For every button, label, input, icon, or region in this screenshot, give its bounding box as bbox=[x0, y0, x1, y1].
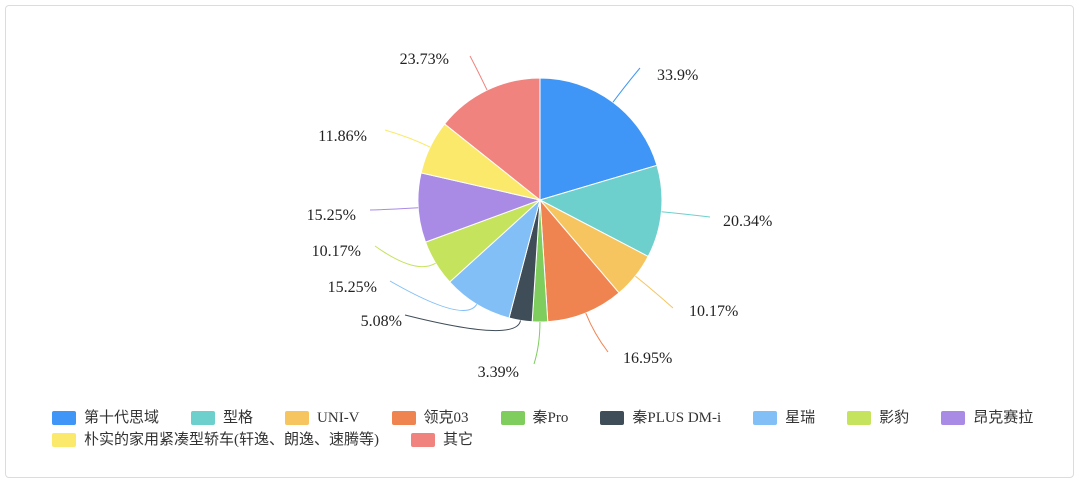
legend-item-8[interactable]: 影豹 bbox=[847, 409, 909, 427]
legend-item-6[interactable]: 秦PLUS DM-i bbox=[600, 409, 721, 427]
data-labels: 33.9% 20.34% 10.17% 16.95% 3.39% 5.08% 15.25% 1… bbox=[307, 51, 773, 381]
data-label-11: 23.73% bbox=[400, 51, 449, 68]
legend-swatch bbox=[847, 411, 872, 425]
data-label-3: 10.17% bbox=[689, 303, 738, 320]
pie-slice-11[interactable] bbox=[444, 77, 541, 201]
leader-lines bbox=[369, 55, 711, 365]
leader-line-5 bbox=[533, 321, 541, 365]
data-label-7: 15.25% bbox=[328, 279, 377, 296]
leader-line-9 bbox=[369, 207, 419, 211]
legend-swatch bbox=[191, 411, 216, 425]
data-label-6: 5.08% bbox=[361, 313, 402, 330]
leader-line-8 bbox=[374, 245, 436, 268]
data-label-10: 11.86% bbox=[318, 128, 367, 145]
legend-label: 领克03 bbox=[423, 410, 469, 426]
legend-swatch bbox=[391, 411, 416, 425]
pie-chart: 33.9% 20.34% 10.17% 16.95% 3.39% 5.08% 15.25% 1… bbox=[307, 51, 773, 381]
legend-label: 其它 bbox=[443, 432, 474, 448]
data-label-1: 33.9% bbox=[657, 67, 698, 84]
pie-slices bbox=[417, 77, 663, 323]
data-label-5: 3.39% bbox=[478, 364, 519, 381]
legend-label: 影豹 bbox=[879, 410, 910, 426]
legend-swatch bbox=[285, 411, 310, 425]
legend-label: 型格 bbox=[223, 410, 254, 426]
data-label-8: 10.17% bbox=[312, 243, 361, 260]
leader-line-4 bbox=[585, 312, 609, 353]
legend-label: UNI-V bbox=[317, 410, 360, 426]
legend-label: 昂克赛拉 bbox=[973, 410, 1034, 426]
legend-swatch bbox=[753, 411, 778, 425]
legend-item-3[interactable]: UNI-V bbox=[285, 409, 360, 427]
legend-item-1[interactable]: 第十代思域 bbox=[52, 409, 159, 427]
data-label-9: 15.25% bbox=[307, 207, 356, 224]
leader-line-11 bbox=[469, 55, 488, 91]
legend-label: 朴实的家用紧凑型轿车(轩逸、朗逸、速腾等) bbox=[84, 432, 379, 448]
leader-line-1 bbox=[612, 67, 641, 103]
legend-label: 秦Pro bbox=[532, 410, 569, 426]
legend-item-11[interactable]: 其它 bbox=[411, 431, 473, 449]
legend-swatch bbox=[52, 433, 76, 447]
legend-label: 星瑞 bbox=[785, 410, 816, 426]
pie-slice-4[interactable] bbox=[539, 199, 620, 323]
legend-swatch bbox=[941, 411, 966, 425]
legend-item-2[interactable]: 型格 bbox=[191, 409, 253, 427]
legend: 第十代思域 型格 UNI-V 领克03 秦Pro 秦PLUS DM-i 星瑞 影豹 昂克赛拉 朴… bbox=[52, 407, 1062, 451]
legend-row-2: 朴实的家用紧凑型轿车(轩逸、朗逸、速腾等) 其它 bbox=[52, 429, 1062, 451]
leader-line-2 bbox=[661, 211, 711, 218]
legend-swatch bbox=[52, 411, 76, 425]
legend-item-7[interactable]: 星瑞 bbox=[753, 409, 815, 427]
leader-line-7 bbox=[389, 280, 478, 311]
pie-slice-1[interactable] bbox=[539, 77, 658, 201]
data-label-4: 16.95% bbox=[623, 350, 672, 367]
legend-label: 秦PLUS DM-i bbox=[632, 410, 722, 426]
legend-swatch bbox=[600, 411, 625, 425]
legend-item-4[interactable]: 领克03 bbox=[391, 409, 469, 427]
leader-line-6 bbox=[404, 314, 521, 332]
legend-item-10[interactable]: 朴实的家用紧凑型轿车(轩逸、朗逸、速腾等) bbox=[52, 431, 379, 449]
leader-line-3 bbox=[635, 275, 674, 309]
legend-item-5[interactable]: 秦Pro bbox=[500, 409, 569, 427]
legend-label: 第十代思域 bbox=[84, 410, 160, 426]
data-label-2: 20.34% bbox=[723, 213, 772, 230]
legend-row-1: 第十代思域 型格 UNI-V 领克03 秦Pro 秦PLUS DM-i 星瑞 影豹 昂克赛拉 bbox=[52, 407, 1062, 429]
pie-slice-2[interactable] bbox=[539, 164, 663, 257]
legend-item-9[interactable]: 昂克赛拉 bbox=[941, 409, 1033, 427]
legend-swatch bbox=[500, 411, 525, 425]
legend-swatch bbox=[411, 433, 435, 447]
leader-line-10 bbox=[384, 129, 431, 148]
